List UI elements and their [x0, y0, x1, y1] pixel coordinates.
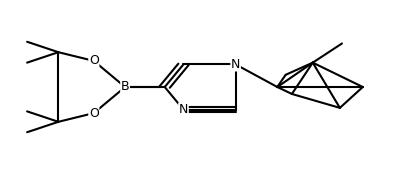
Text: B: B [121, 81, 129, 93]
Text: O: O [89, 54, 99, 67]
Text: O: O [89, 107, 99, 120]
Text: N: N [231, 58, 240, 71]
Text: N: N [179, 103, 188, 116]
